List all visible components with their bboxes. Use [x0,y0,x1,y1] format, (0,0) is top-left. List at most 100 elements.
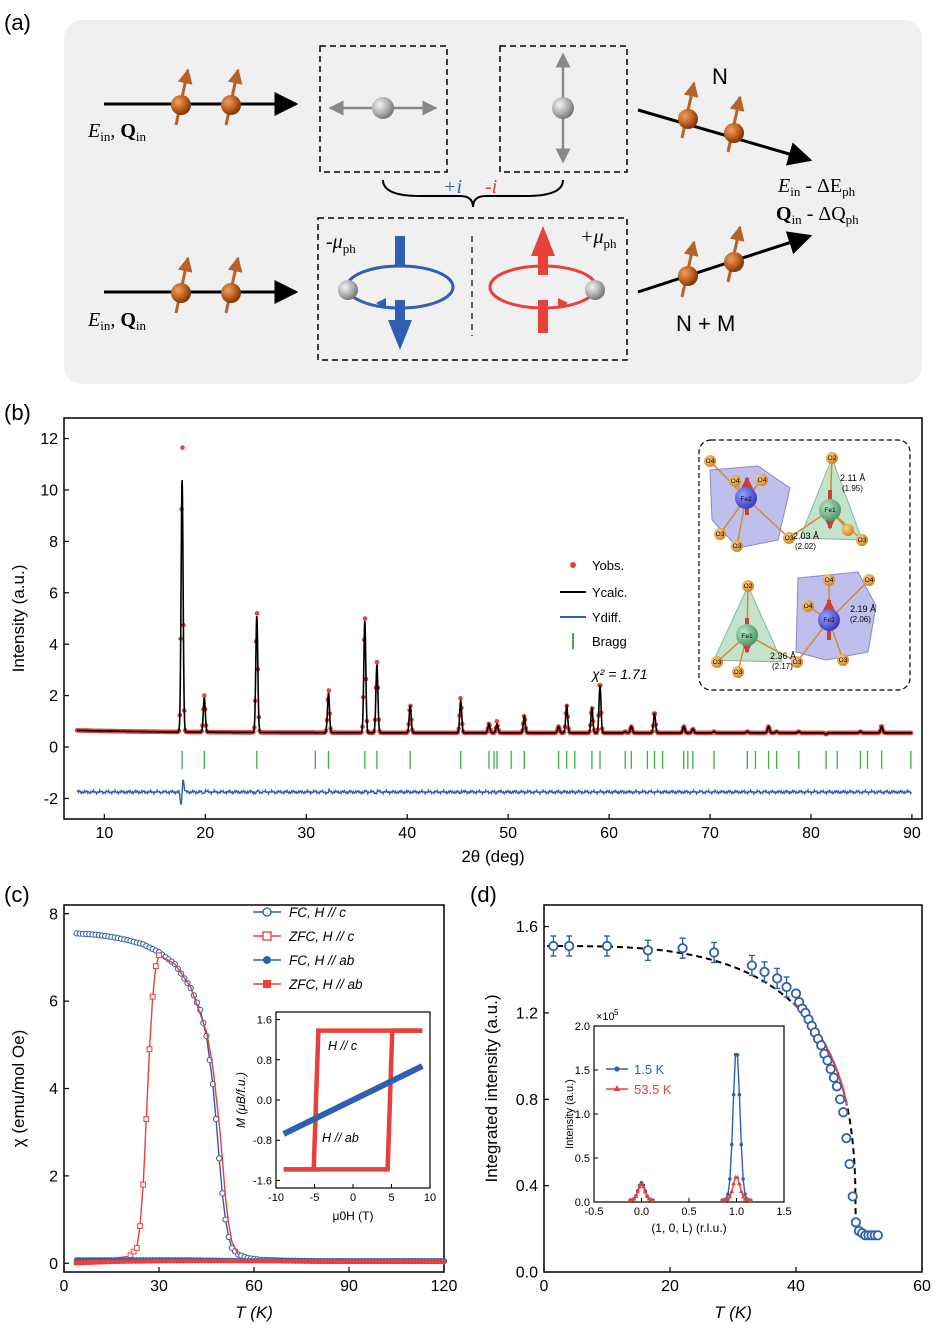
c-data-point [194,1258,200,1264]
d-inset-scale-exp: 5 [614,1008,619,1017]
c-data-point [368,1259,374,1264]
oxygen-atoms-bottom [711,574,875,678]
d-data-point [834,1094,846,1105]
b-y-axis-label: Intensity (a.u.) [9,565,28,673]
label-o3-f: O3 [734,669,743,676]
c-data-point [220,1258,225,1264]
phonon-box-circular [317,217,628,361]
d-inset-legend-label: 53.5 K [634,1082,672,1097]
c-data-point [144,1259,149,1264]
d-inset-y-tick-label: 1.0 [575,1109,590,1121]
label-o2-top: O2 [828,455,837,462]
label-fe2-bottom: Fe2 [823,617,835,624]
d-data-point [822,1055,833,1066]
c-data-point [327,1259,333,1264]
c-data-point [419,1259,425,1264]
c-data-point [125,1259,130,1264]
c-inset-y-tick-label: 1.6 [257,1015,272,1027]
d-inset-point [727,1194,733,1199]
c-data-point [115,1259,121,1264]
d-inset-y-label: Intensity (a.u.) [564,1079,576,1149]
d-data-point [844,1158,855,1170]
b-x-tick-label: 40 [398,825,416,842]
c-data-point [283,1259,288,1264]
b-x-tick-label: 80 [802,825,820,842]
d-inset-point [635,1189,640,1194]
b-legend-yobs-marker [570,562,576,568]
c-inset-y-label: M (μB/f.u.) [234,1072,248,1128]
d-data-point [872,1230,884,1241]
c-data-point [201,1258,206,1264]
d-inset-point [637,1184,642,1189]
bond-bot-1b: (2.06) [850,615,871,624]
b-legend-ycalc-label: Ycalc. [592,585,627,600]
c-data-point [406,1259,412,1264]
d-inset-point [726,1192,730,1197]
b-yobs-point [202,693,207,698]
d-inset-point [731,1092,736,1097]
d-data-point [601,940,613,952]
c-data-point [178,1258,184,1264]
beam-E-sub-top: in [100,129,111,144]
outgoing-beam-N [637,108,813,166]
d-y-tick-label: 0.0 [516,1265,538,1282]
c-data-point [359,1259,364,1264]
c-data-point [391,1259,396,1264]
c-data-point [365,1259,371,1264]
c-inset-x-tick-label: -10 [268,1192,284,1204]
c-x-tick-label: 120 [431,1278,458,1295]
c-legend-marker [262,931,272,941]
d-inset-point [728,1177,732,1181]
circular-mode-plus [488,226,605,333]
c-data-point [121,1259,127,1264]
out-Q-sub: in [792,212,803,227]
d-inset-point [729,1142,734,1147]
c-data-point [239,1258,244,1264]
c-data-point [416,1259,421,1264]
d-inset-point [650,1197,656,1202]
b-bragg-ticks [181,750,912,769]
d-data-point [759,966,770,978]
b-legend-bragg-label: Bragg [592,634,627,649]
c-x-axis-label: T (K) [235,1303,273,1322]
label-o2-bottom: O2 [744,583,753,590]
d-x-tick-label: 0 [540,1278,549,1295]
beam-E-bottom: E [87,309,100,331]
c-data-point [422,1259,428,1264]
d-fit-dashed-line [547,945,881,1237]
c-data-point [112,1259,117,1264]
d-data-point [850,1217,861,1228]
out-E-ph: ph [842,184,856,199]
c-inset-ab-line [282,1063,424,1137]
d-inset-x-label: (1, 0, L) (r.l.u.) [651,1221,726,1235]
label-fe2-top: Fe2 [740,496,752,503]
c-data-point [308,1259,314,1264]
c-legend-label: ZFC, H // ab [288,977,363,992]
b-yobs-point [326,688,332,693]
c-data-point [435,1259,440,1264]
phonon-box-linear-x [319,45,448,173]
c-data-point [375,1259,380,1264]
c-data-point [137,1259,143,1264]
d-inset-point [644,1193,650,1198]
outgoing-beam-NM [637,231,813,294]
c-inset-x-tick-label: -5 [310,1192,320,1204]
c-data-point [387,1259,393,1264]
beam-label-top: Ein, Qin [87,120,147,144]
c-data-point [280,1259,285,1264]
d-data-point [841,1133,852,1144]
c-data-point [131,1259,136,1264]
c-data-point [147,1259,152,1264]
c-data-point [330,1259,336,1264]
c-data-point [90,1259,95,1265]
b-x-tick-label: 60 [600,825,618,842]
bond-top-2: 2.03 Å [793,531,819,541]
out-E: E [777,175,790,197]
c-data-point [166,1259,171,1264]
c-data-point [153,1259,159,1264]
c-data-point [346,1259,352,1264]
c-data-point [191,1258,197,1264]
atom-linear-y [552,97,574,119]
c-data-point [152,963,159,970]
d-inset-point [748,1197,754,1202]
